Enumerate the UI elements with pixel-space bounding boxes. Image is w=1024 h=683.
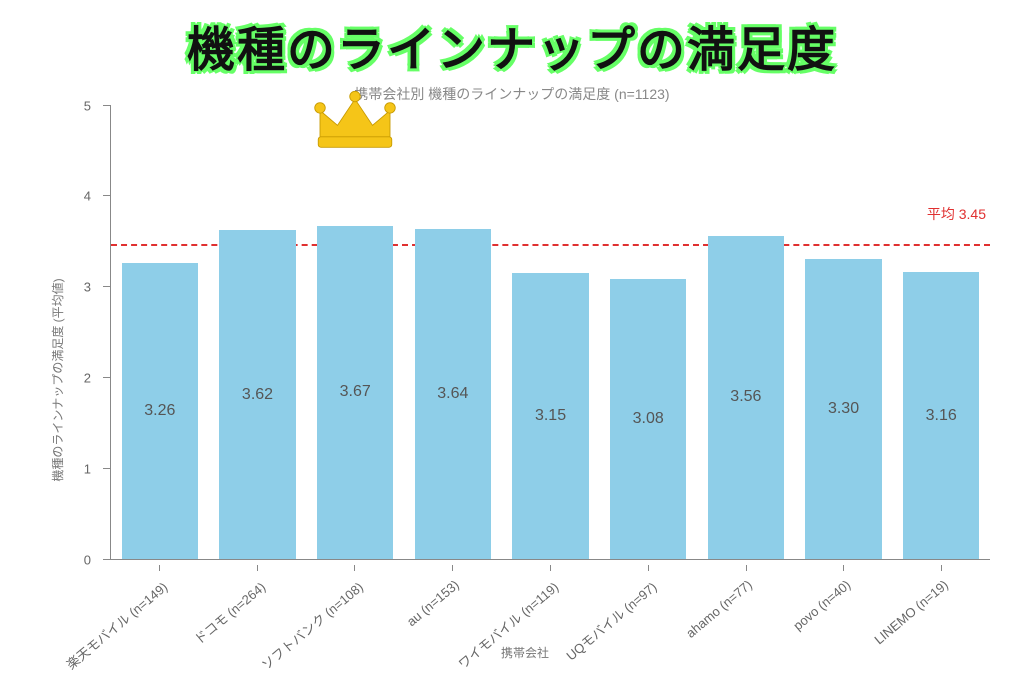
x-tick-mark [550, 565, 551, 571]
y-tick-label: 0 [84, 552, 103, 567]
bar: 3.16 [903, 272, 979, 559]
x-tick-mark [257, 565, 258, 571]
bar-slot: 3.67 [306, 105, 404, 559]
y-tick: 5 [103, 105, 111, 106]
bar: 3.15 [512, 273, 588, 559]
y-tick-label: 5 [84, 98, 103, 113]
y-tick-label: 1 [84, 461, 103, 476]
y-tick: 1 [103, 468, 111, 469]
x-tick-label: au (n=153) [404, 577, 462, 629]
y-tick-label: 3 [84, 280, 103, 295]
bar-slot: 3.64 [404, 105, 502, 559]
y-axis-title: 機種のラインナップの満足度 (平均値) [49, 278, 67, 481]
bars-container: 3.26 3.62 3.67 3.64 3.15 3.08 3.56 3.30 3.16 [111, 105, 990, 559]
x-tick-mark [648, 565, 649, 571]
x-tick-label: povo (n=40) [790, 577, 853, 633]
x-tick-mark [354, 565, 355, 571]
x-tick-mark [452, 565, 453, 571]
y-tick-label: 4 [84, 189, 103, 204]
y-tick: 3 [103, 286, 111, 287]
y-tick: 2 [103, 377, 111, 378]
bar-value-label: 3.30 [828, 400, 859, 418]
x-tick-mark [941, 565, 942, 571]
bar: 3.62 [219, 230, 295, 559]
main-title: 機種のラインナップの満足度 [0, 10, 1024, 80]
bar-slot: 3.16 [892, 105, 990, 559]
bar-slot: 3.30 [795, 105, 893, 559]
bar-value-label: 3.56 [730, 388, 761, 406]
x-axis-title: 携帯会社 [50, 644, 1000, 662]
bar: 3.56 [708, 236, 784, 559]
bar: 3.64 [415, 229, 491, 560]
chart: 機種のラインナップの満足度 (平均値) 平均 3.45 3.263.623.67… [50, 100, 1000, 660]
bar-value-label: 3.67 [340, 383, 371, 401]
page: 機種のラインナップの満足度 携帯会社別 機種のラインナップの満足度 (n=112… [0, 0, 1024, 683]
bar: 3.08 [610, 279, 686, 559]
bar-value-label: 3.62 [242, 386, 273, 404]
bar-slot: 3.26 [111, 105, 209, 559]
bar-slot: 3.15 [502, 105, 600, 559]
bar-slot: 3.08 [599, 105, 697, 559]
bar: 3.26 [122, 263, 198, 559]
bar-value-label: 3.64 [437, 385, 468, 403]
bar-slot: 3.62 [209, 105, 307, 559]
bar-value-label: 3.26 [144, 402, 175, 420]
x-tick-mark [159, 565, 160, 571]
x-tick-mark [843, 565, 844, 571]
y-tick-label: 2 [84, 370, 103, 385]
x-axis-title-text: 携帯会社 [501, 646, 549, 660]
bar-slot: 3.56 [697, 105, 795, 559]
y-axis-title-text: 機種のラインナップの満足度 (平均値) [51, 278, 65, 481]
y-tick: 0 [103, 559, 111, 560]
bar-value-label: 3.16 [926, 407, 957, 425]
y-tick: 4 [103, 195, 111, 196]
bar-value-label: 3.08 [633, 410, 664, 428]
bar: 3.30 [805, 259, 881, 559]
plot-area: 平均 3.45 3.263.623.673.643.153.083.563.30… [110, 105, 990, 560]
x-tick-mark [746, 565, 747, 571]
bar: 3.67 [317, 226, 393, 559]
main-title-text: 機種のラインナップの満足度 [187, 24, 837, 77]
bar-value-label: 3.15 [535, 407, 566, 425]
